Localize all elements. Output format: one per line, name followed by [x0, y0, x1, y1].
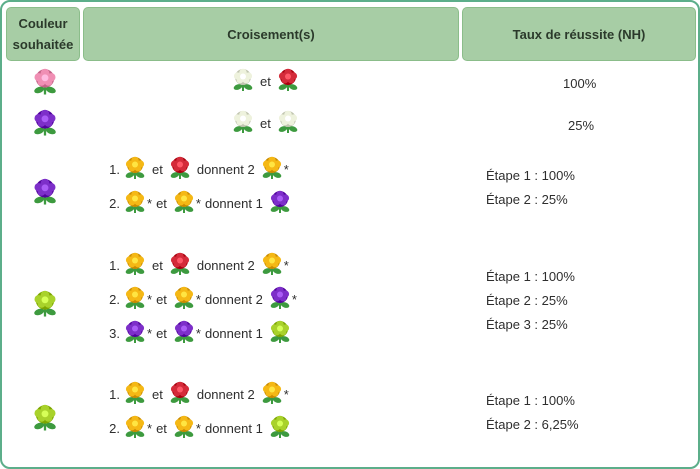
give-text: donnent 2 [196, 161, 255, 177]
white-flower-icon [232, 110, 254, 136]
header-desired-color: Couleur souhaitée [6, 7, 80, 61]
give-text: donnent 1 [204, 195, 263, 211]
rate-text: Étape 3 : 25% [486, 317, 568, 332]
step-number: 1. [109, 257, 120, 273]
red-flower-icon [169, 252, 191, 278]
rate-text: Étape 1 : 100% [486, 168, 575, 183]
yellow-flower-icon [124, 286, 146, 312]
rate-text: Étape 2 : 25% [486, 192, 568, 207]
cross-step-3: 3. * et * donnent 1 [98, 320, 291, 346]
target-green-flower-icon [32, 404, 58, 434]
yellow-flower-icon [124, 415, 146, 441]
cross-step-1: 1. et donnent 2 * [98, 156, 293, 182]
and-text: et [156, 325, 167, 341]
purple-flower-icon [173, 320, 195, 346]
yellow-flower-icon [124, 156, 146, 182]
cross-line: et [232, 68, 299, 94]
purple-flower-icon [124, 320, 146, 346]
cross-step-1: 1. et donnent 2 * [98, 381, 293, 407]
yellow-flower-icon [173, 286, 195, 312]
yellow-flower-icon [124, 381, 146, 407]
white-flower-icon [277, 110, 299, 136]
rate-text: 100% [563, 76, 597, 91]
yellow-flower-icon [173, 190, 195, 216]
purple-flower-icon [269, 286, 291, 312]
step-number: 2. [109, 291, 120, 307]
and-text: et [156, 420, 167, 436]
and-text: et [260, 115, 271, 131]
header-success-rate: Taux de réussite (NH) [462, 7, 696, 61]
red-flower-icon [277, 68, 299, 94]
yellow-flower-icon [261, 381, 283, 407]
star-marker: * [147, 325, 153, 341]
red-flower-icon [169, 381, 191, 407]
target-purple-flower-icon [32, 178, 58, 208]
target-pink-flower-icon [32, 68, 58, 98]
star-marker: * [147, 420, 153, 436]
star-marker: * [195, 420, 201, 436]
rate-text: Étape 2 : 6,25% [486, 417, 579, 432]
and-text: et [156, 291, 167, 307]
star-marker: * [195, 195, 201, 211]
rate-text: Étape 2 : 25% [486, 293, 568, 308]
step-number: 2. [109, 420, 120, 436]
star-marker: * [291, 291, 297, 307]
and-text: et [152, 257, 163, 273]
header-crossing: Croisement(s) [83, 7, 459, 61]
green-flower-icon [269, 320, 291, 346]
step-number: 1. [109, 161, 120, 177]
and-text: et [156, 195, 167, 211]
yellow-flower-icon [261, 156, 283, 182]
give-text: donnent 2 [196, 386, 255, 402]
star-marker: * [283, 386, 289, 402]
star-marker: * [283, 257, 289, 273]
star-marker: * [283, 161, 289, 177]
and-text: et [260, 73, 271, 89]
header-desired-color-line1: Couleur [18, 16, 68, 31]
red-flower-icon [169, 156, 191, 182]
cross-step-2: 2. * et * donnent 2 * [98, 286, 301, 312]
cross-step-2: 2. * et * donnent 1 [98, 190, 291, 216]
give-text: donnent 2 [204, 291, 263, 307]
rate-text: Étape 1 : 100% [486, 393, 575, 408]
give-text: donnent 2 [196, 257, 255, 273]
and-text: et [152, 161, 163, 177]
cross-step-1: 1. et donnent 2 * [98, 252, 293, 278]
yellow-flower-icon [124, 190, 146, 216]
rate-text: Étape 1 : 100% [486, 269, 575, 284]
yellow-flower-icon [173, 415, 195, 441]
star-marker: * [195, 325, 201, 341]
give-text: donnent 1 [204, 325, 263, 341]
step-number: 1. [109, 386, 120, 402]
star-marker: * [147, 291, 153, 307]
yellow-flower-icon [124, 252, 146, 278]
white-flower-icon [232, 68, 254, 94]
cross-line: et [232, 110, 299, 136]
star-marker: * [195, 291, 201, 307]
target-purple-flower-icon [32, 109, 58, 139]
give-text: donnent 1 [204, 420, 263, 436]
step-number: 3. [109, 325, 120, 341]
green-flower-icon [269, 415, 291, 441]
step-number: 2. [109, 195, 120, 211]
cross-step-2: 2. * et * donnent 1 [98, 415, 291, 441]
and-text: et [152, 386, 163, 402]
star-marker: * [147, 195, 153, 211]
rate-text: 25% [568, 118, 595, 133]
target-green-flower-icon [32, 290, 58, 320]
header-desired-color-line2: souhaitée [12, 37, 74, 52]
purple-flower-icon [269, 190, 291, 216]
yellow-flower-icon [261, 252, 283, 278]
